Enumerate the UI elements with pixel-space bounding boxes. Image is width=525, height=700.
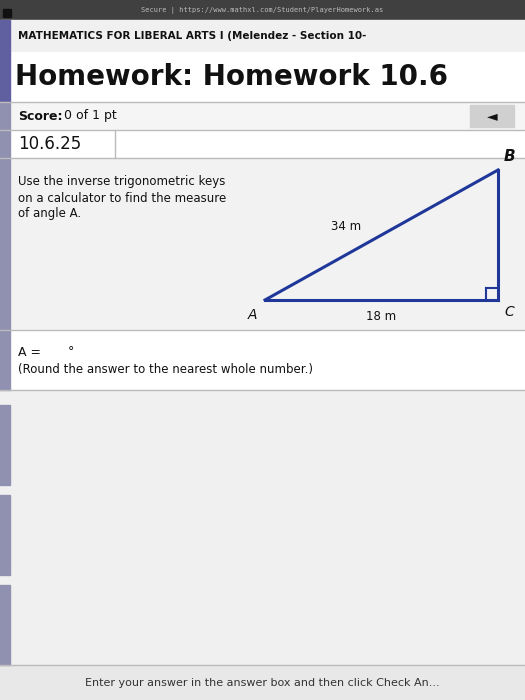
Text: of angle A.: of angle A. [18,207,81,220]
Text: A =: A = [18,346,45,358]
Text: Homework: Homework 10.6: Homework: Homework 10.6 [15,63,448,91]
Text: Enter your answer in the answer box and then click Check An...: Enter your answer in the answer box and … [85,678,440,688]
Bar [3,9,11,17]
Bar [0,52,10,102]
Bar [0,130,525,158]
Bar [0,102,10,130]
Bar [0,130,10,158]
Text: °: ° [68,346,75,358]
Bar [0,665,525,700]
Text: C: C [504,305,514,319]
Bar [0,0,525,20]
Bar [0,158,525,330]
Text: B: B [504,149,516,164]
Text: A: A [247,308,257,322]
Bar [0,390,525,665]
Text: MATHEMATICS FOR LIBERAL ARTS I (Melendez - Section 10-: MATHEMATICS FOR LIBERAL ARTS I (Melendez… [18,31,366,41]
Text: (Round the answer to the nearest whole number.): (Round the answer to the nearest whole n… [18,363,313,377]
Bar [40,346,64,360]
Text: 0 of 1 pt: 0 of 1 pt [60,109,117,122]
Bar [0,585,10,665]
Text: Score:: Score: [18,109,62,122]
Text: Use the inverse trigonometric keys: Use the inverse trigonometric keys [18,176,225,188]
Bar [0,52,525,102]
Bar [0,102,525,130]
Text: 34 m: 34 m [331,220,362,234]
Bar [0,158,10,330]
Bar [0,20,525,52]
Text: on a calculator to find the measure: on a calculator to find the measure [18,192,226,204]
Bar [0,495,10,575]
Bar [0,405,10,485]
Text: Secure | https://www.mathxl.com/Student/PlayerHomework.as: Secure | https://www.mathxl.com/Student/… [141,6,384,13]
Bar [0,20,10,52]
Bar [0,330,10,390]
Text: ◄: ◄ [487,109,497,123]
Text: 18 m: 18 m [366,309,396,323]
Bar [0,330,525,390]
Text: 10.6.25: 10.6.25 [18,135,81,153]
Bar [470,105,514,127]
